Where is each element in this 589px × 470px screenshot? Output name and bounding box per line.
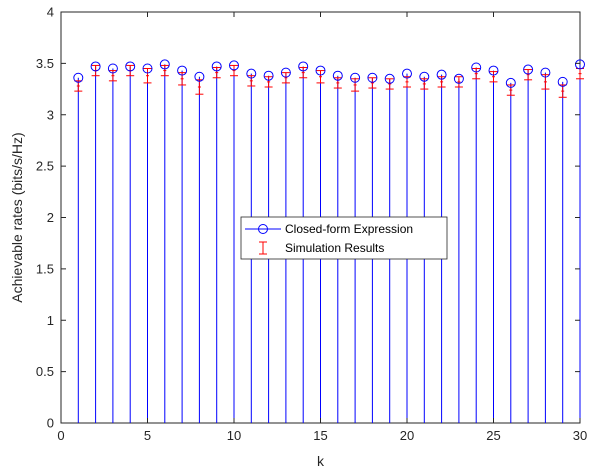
legend-marker-closed-form xyxy=(258,224,268,234)
y-axis-ticks: 0 0.5 1 1.5 2 2.5 3 3.5 4 xyxy=(36,5,580,431)
errorbar-18 xyxy=(368,77,377,89)
stem-marker-26 xyxy=(505,77,516,88)
errorbar-12 xyxy=(264,76,273,88)
errorbar-9 xyxy=(212,66,221,79)
x-tick-label-25: 25 xyxy=(486,428,500,443)
stem-marker-12 xyxy=(263,70,274,81)
errorbar-6 xyxy=(160,64,169,77)
y-tick-label-2.5: 2.5 xyxy=(36,159,54,174)
stem-marker-18 xyxy=(367,72,378,83)
errorbar-25 xyxy=(489,71,498,83)
stem-marker-25 xyxy=(488,65,499,76)
errorbar-21 xyxy=(420,78,429,90)
y-axis-label: Achievable rates (bits/s/Hz) xyxy=(9,132,25,302)
stem-marker-2 xyxy=(90,61,101,72)
y-tick-label-4: 4 xyxy=(47,5,54,20)
legend-entry-closed-form: Closed-form Expression xyxy=(285,222,413,236)
y-tick-label-0.5: 0.5 xyxy=(36,364,54,379)
x-tick-label-10: 10 xyxy=(227,428,241,443)
x-tick-label-0: 0 xyxy=(57,428,64,443)
stem-marker-8 xyxy=(194,71,205,82)
errorbar-27 xyxy=(524,69,533,81)
x-axis-label: k xyxy=(317,453,325,469)
stem-marker-3 xyxy=(107,63,118,74)
stem-marker-1 xyxy=(73,72,84,83)
stem-marker-21 xyxy=(419,71,430,82)
stem-marker-17 xyxy=(350,72,361,83)
errorbar-13 xyxy=(281,72,290,84)
y-tick-label-1.5: 1.5 xyxy=(36,261,54,276)
stem-marker-20 xyxy=(402,68,412,79)
errorbar-17 xyxy=(351,78,360,92)
stem-marker-11 xyxy=(246,68,257,79)
legend-box xyxy=(240,216,448,260)
errorbar-14 xyxy=(299,66,308,79)
legend-entry-simulation: Simulation Results xyxy=(285,241,384,255)
x-tick-label-15: 15 xyxy=(313,428,327,443)
y-tick-label-3.5: 3.5 xyxy=(36,56,54,71)
x-tick-label-20: 20 xyxy=(400,428,414,443)
stem-marker-24 xyxy=(471,62,482,73)
errorbars-layer xyxy=(74,64,584,98)
y-tick-label-3: 3 xyxy=(47,107,54,122)
errorbar-26 xyxy=(506,84,515,96)
errorbar-23 xyxy=(454,76,463,88)
errorbar-22 xyxy=(437,76,446,88)
errorbar-29 xyxy=(558,84,567,98)
x-tick-label-30: 30 xyxy=(573,428,587,443)
stem-marker-10 xyxy=(229,60,239,71)
legend: Closed-form Expression Simulation Result… xyxy=(240,216,448,260)
stem-marker-5 xyxy=(142,63,153,74)
errorbar-19 xyxy=(385,78,394,90)
errorbar-24 xyxy=(472,68,481,80)
markers-layer xyxy=(73,59,585,88)
stem-marker-7 xyxy=(177,65,188,76)
errorbar-15 xyxy=(316,70,325,84)
errorbar-11 xyxy=(247,75,256,87)
stem-marker-15 xyxy=(315,65,326,76)
stem-marker-9 xyxy=(211,61,222,72)
y-tick-label-1: 1 xyxy=(47,313,54,328)
errorbar-5 xyxy=(143,68,152,84)
y-tick-label-2: 2 xyxy=(47,210,54,225)
errorbar-3 xyxy=(108,70,117,82)
stem-marker-6 xyxy=(159,59,170,70)
stem-marker-23 xyxy=(453,73,464,84)
errorbar-8 xyxy=(195,79,204,95)
stem-marker-16 xyxy=(332,70,343,81)
x-axis-ticks: 0 5 10 15 20 25 30 xyxy=(57,12,587,443)
stem-marker-22 xyxy=(436,69,447,80)
stem-marker-19 xyxy=(384,73,395,84)
errorbar-10 xyxy=(230,64,238,77)
stem-marker-4 xyxy=(125,61,136,72)
errorbar-16 xyxy=(333,77,342,89)
stem-marker-28 xyxy=(540,67,551,78)
legend-marker-simulation xyxy=(259,241,267,255)
stem-marker-13 xyxy=(280,67,291,78)
stem-marker-14 xyxy=(298,61,309,72)
stem-marker-30 xyxy=(575,59,585,70)
x-tick-label-5: 5 xyxy=(144,428,151,443)
y-tick-label-0: 0 xyxy=(47,416,54,431)
stem-marker-27 xyxy=(523,64,534,75)
stem-marker-29 xyxy=(557,76,568,87)
